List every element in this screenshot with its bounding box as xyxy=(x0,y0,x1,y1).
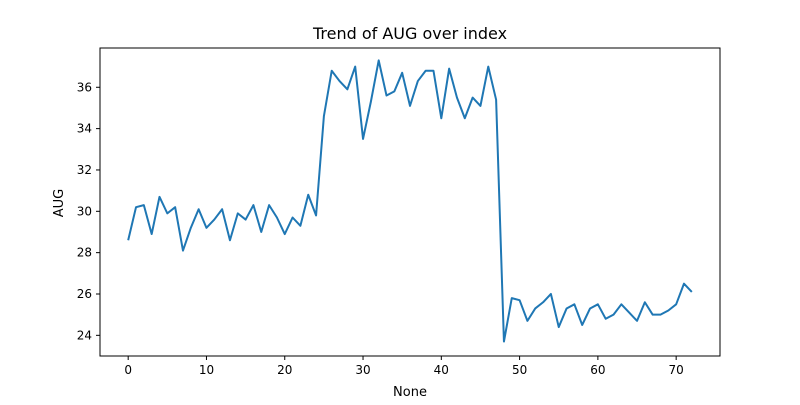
series-line-0 xyxy=(127,59,693,343)
x-tick-label: 0 xyxy=(124,363,132,377)
y-tick-label: 24 xyxy=(77,328,92,342)
x-tick-label: 20 xyxy=(277,363,292,377)
x-tick-label: 10 xyxy=(199,363,214,377)
plot-frame xyxy=(99,47,721,357)
plot-area: 0 10 20 30 40 50 60 70 24 26 28 30 32 34 36 xyxy=(77,47,721,377)
y-tick-label: 30 xyxy=(77,204,92,218)
y-tick-label: 26 xyxy=(77,287,92,301)
x-tick-label: 30 xyxy=(355,363,370,377)
x-tick-label: 60 xyxy=(590,363,605,377)
x-tick-label: 70 xyxy=(669,363,684,377)
y-tick-label: 32 xyxy=(77,163,92,177)
x-axis-label: None xyxy=(393,385,427,400)
y-axis-label: AUG xyxy=(52,189,67,217)
x-tick-label: 50 xyxy=(512,363,527,377)
y-tick-label: 36 xyxy=(77,80,92,94)
y-tick-label: 34 xyxy=(77,122,92,136)
y-tick-label: 28 xyxy=(77,246,92,260)
x-tick-label: 40 xyxy=(434,363,449,377)
chart-title: Trend of AUG over index xyxy=(312,24,507,43)
